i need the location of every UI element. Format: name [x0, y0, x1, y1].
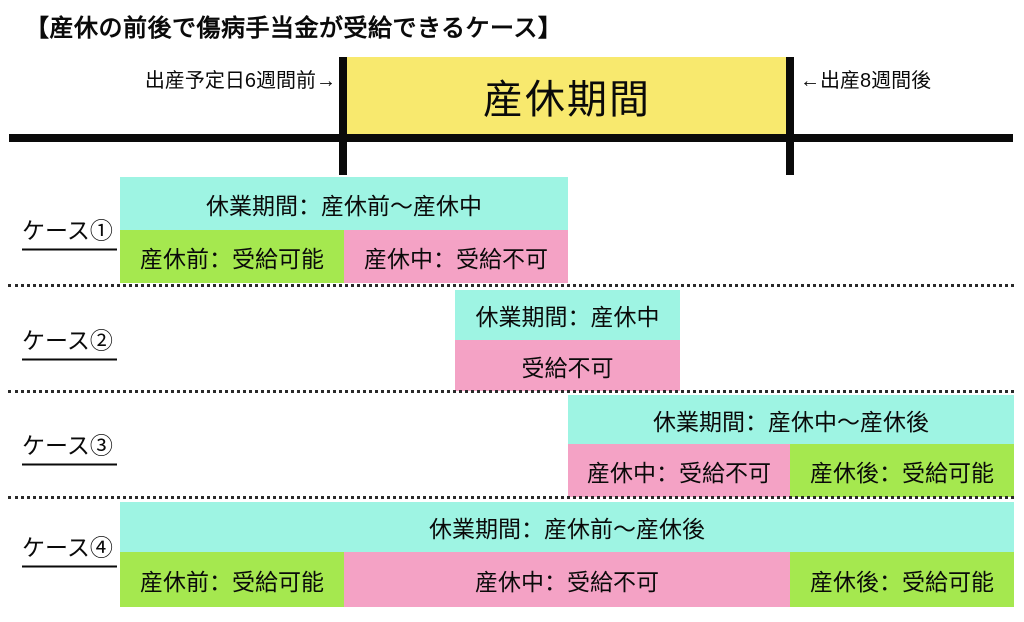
case-3-segment-during-ineligible: 産休中：受給不可 [568, 444, 790, 497]
case-1-label: ケース① [22, 212, 117, 251]
case-2-label-text: ケース② [22, 322, 117, 361]
case-2-leave-period-bar: 休業期間：産休中 [455, 290, 680, 340]
timeline-axis-line [9, 134, 1013, 142]
case-4-label: ケース④ [22, 529, 117, 568]
timeline-tick-end [786, 57, 794, 175]
case-1-label-text: ケース① [22, 212, 117, 251]
case-2-segment-during-ineligible: 受給不可 [455, 340, 680, 391]
case-4-segment-before-eligible: 産休前：受給可能 [120, 552, 344, 607]
page-title: 【産休の前後で傷病手当金が受給できるケース】 [25, 15, 563, 42]
case-3-label: ケース③ [22, 427, 117, 466]
separator-line-2 [8, 390, 1014, 393]
case-3-segment-after-eligible: 産休後：受給可能 [790, 444, 1014, 497]
case-1-segment-before-eligible: 産休前：受給可能 [120, 230, 344, 283]
case-2-label: ケース② [22, 322, 117, 361]
case-3-label-text: ケース③ [22, 427, 117, 466]
timeline-tick-start [339, 57, 347, 175]
timeline-label-six-weeks-before: 出産予定日6週間前→ [144, 70, 336, 92]
case-3-leave-period-bar: 休業期間：産休中〜産休後 [568, 395, 1014, 444]
case-4-segment-during-ineligible: 産休中：受給不可 [344, 552, 790, 607]
case-4-leave-period-bar: 休業期間：産休前〜産休後 [120, 502, 1014, 552]
case-4-label-text: ケース④ [22, 529, 117, 568]
case-1-leave-period-bar: 休業期間：産休前〜産休中 [120, 177, 568, 230]
timeline-label-eight-weeks-after: ←出産8週間後 [800, 70, 932, 92]
separator-line-3 [8, 496, 1014, 499]
separator-line-1 [8, 284, 1014, 287]
case-4-segment-after-eligible: 産休後：受給可能 [790, 552, 1014, 607]
case-1-segment-during-ineligible: 産休中：受給不可 [344, 230, 568, 283]
maternity-leave-period-box: 産休期間 [347, 57, 787, 134]
